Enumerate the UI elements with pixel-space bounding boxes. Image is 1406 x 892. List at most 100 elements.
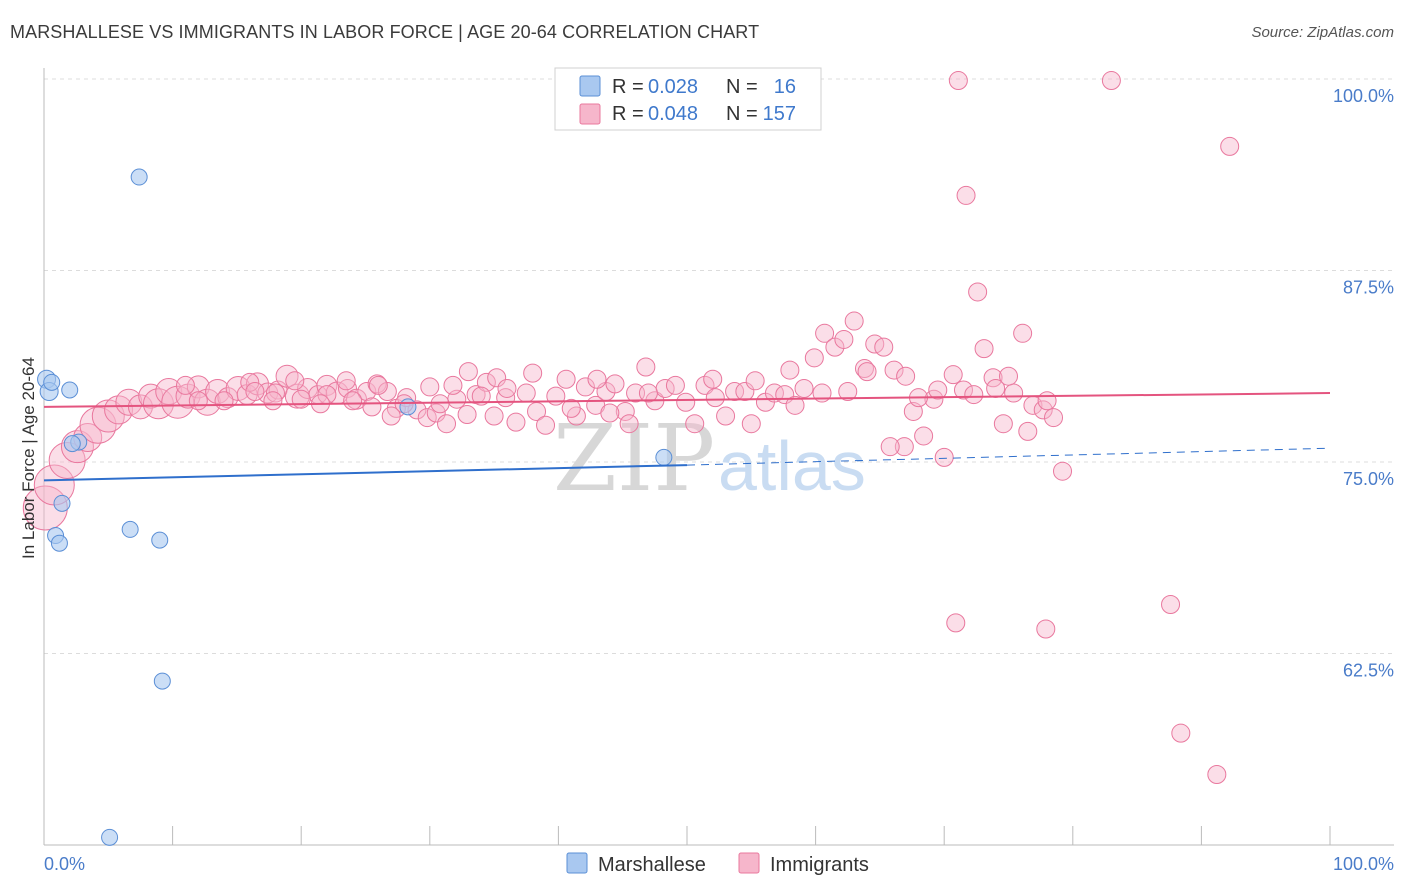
immigrants-point-92	[953, 380, 973, 400]
immigrants-point-75	[785, 395, 805, 415]
bottom-legend-marshallese: Marshallese	[598, 854, 706, 876]
immigrants-point-39	[426, 403, 446, 423]
immigrants-point-142	[1018, 421, 1038, 441]
immigrants-point-121	[458, 362, 478, 382]
immigrants-point-98	[1013, 323, 1033, 343]
marshallese-point-13	[399, 398, 417, 416]
immigrants-point-82	[854, 359, 874, 379]
immigrants-point-145	[471, 386, 491, 406]
legend-n-value-2: 157	[763, 103, 796, 125]
gridlines	[44, 78, 1394, 654]
immigrants-point-91	[943, 365, 963, 385]
immigrants-point-89	[924, 389, 944, 409]
immigrants-point-132	[175, 375, 195, 395]
immigrants-point-96	[993, 414, 1013, 434]
immigrants-point-116	[638, 383, 658, 403]
immigrants-point-148	[381, 406, 401, 426]
immigrants-point-64	[676, 392, 696, 412]
immigrants-point-155	[619, 414, 639, 434]
watermark-zip: ZIP	[553, 405, 715, 512]
immigrants-point-97	[1004, 383, 1024, 403]
immigrants-point-54	[575, 377, 595, 397]
immigrants-point-102	[1053, 461, 1073, 481]
immigrants-point-42	[457, 405, 477, 425]
immigrants-point-143	[1037, 391, 1057, 411]
marshallese-point-15	[63, 435, 81, 453]
immigrants-point-94	[974, 339, 994, 359]
immigrants-point-93	[964, 385, 984, 405]
legend-r-value-1: 0.028	[648, 76, 698, 98]
immigrants-point-48	[516, 383, 536, 403]
legend-n-label-1: N =	[726, 76, 758, 98]
immigrants-point-86	[894, 437, 914, 457]
immigrants-point-57	[605, 374, 625, 394]
immigrants-point-114	[741, 414, 761, 434]
legend-n-value-1: 16	[774, 76, 796, 98]
marshallese-points	[37, 168, 673, 846]
immigrants-point-101	[1044, 408, 1064, 428]
immigrants-point-52	[556, 369, 576, 389]
immigrants-point-103	[946, 613, 966, 633]
legend-r-label-1: R =	[612, 76, 644, 98]
bottom-legend-immigrants: Immigrants	[770, 854, 869, 876]
immigrants-point-17	[205, 379, 231, 405]
marshallese-point-8	[50, 534, 68, 552]
immigrants-point-135	[857, 362, 877, 382]
marshallese-point-10	[151, 531, 169, 549]
immigrants-point-156	[587, 369, 607, 389]
marshallese-point-4	[130, 168, 148, 186]
watermark-atlas: atlas	[718, 427, 866, 505]
immigrants-point-109	[956, 185, 976, 205]
immigrants-point-119	[523, 363, 543, 383]
chart-title: MARSHALLESE VS IMMIGRANTS IN LABOR FORCE…	[10, 22, 760, 42]
immigrants-point-115	[703, 369, 723, 389]
immigrants-point-47	[506, 412, 526, 432]
immigrants-point-136	[880, 437, 900, 457]
immigrants-point-40	[437, 414, 457, 434]
bottom-legend-swatch-marshallese	[566, 852, 588, 874]
immigrants-point-69	[725, 382, 745, 402]
y-tick-label-2: 87.5%	[1343, 278, 1394, 298]
immigrants-point-58	[615, 401, 635, 421]
immigrants-point-110	[948, 71, 968, 91]
immigrants-point-122	[420, 377, 440, 397]
immigrants-point-33	[367, 374, 387, 394]
immigrants-point-150	[336, 371, 356, 391]
trend-lines	[43, 392, 1331, 482]
immigrants-point-134	[838, 382, 858, 402]
marshallese-point-11	[153, 672, 171, 690]
axes	[43, 68, 1394, 846]
y-tick-label-1: 75.0%	[1343, 469, 1394, 489]
immigrants-point-90	[934, 447, 954, 467]
immigrants-point-68	[716, 406, 736, 426]
marshallese-point-6	[53, 494, 71, 512]
immigrants-point-63	[665, 375, 685, 395]
immigrants-point-111	[1101, 71, 1121, 91]
immigrants-point-113	[780, 360, 800, 380]
bottom-legend-swatch-immigrants	[738, 852, 760, 874]
immigrants-point-149	[362, 397, 382, 417]
marshallese-trend-line	[43, 464, 688, 482]
immigrants-point-106	[1171, 723, 1191, 743]
immigrants-point-118	[561, 398, 581, 418]
immigrants-point-78	[815, 323, 835, 343]
immigrants-point-125	[343, 391, 363, 411]
immigrants-point-88	[914, 426, 934, 446]
immigrants-point-76	[794, 378, 814, 398]
x-tick-label-max: 100.0%	[1333, 854, 1394, 874]
immigrants-point-129	[240, 372, 260, 392]
immigrants-point-67	[705, 388, 725, 408]
immigrants-point-117	[600, 403, 620, 423]
immigrants-point-112	[968, 282, 988, 302]
immigrants-point-66	[695, 375, 715, 395]
marshallese-point-9	[121, 520, 139, 538]
source-credit: Source: ZipAtlas.com	[1251, 24, 1394, 41]
immigrants-point-144	[497, 378, 517, 398]
immigrants-point-38	[417, 408, 437, 428]
immigrants-point-77	[804, 348, 824, 368]
y-tick-label-0: 62.5%	[1343, 661, 1394, 681]
immigrants-point-130	[214, 391, 234, 411]
legend-n-label-2: N =	[726, 103, 758, 125]
immigrants-point-19	[225, 375, 251, 401]
immigrants-point-81	[844, 311, 864, 331]
